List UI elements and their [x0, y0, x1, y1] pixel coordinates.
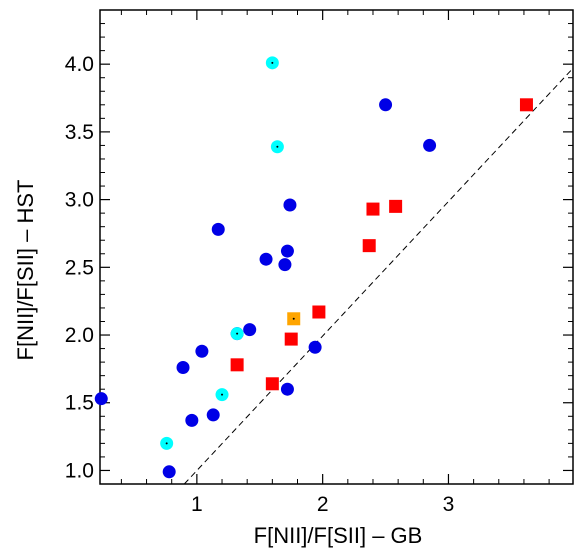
- cyan-point-center-dot: [236, 332, 239, 335]
- y-tick-label: 2.5: [65, 256, 94, 279]
- reference-line: [183, 67, 574, 485]
- y-tick-label: 3.0: [65, 189, 94, 212]
- red-square-point: [389, 199, 403, 213]
- red-square-point: [362, 239, 376, 253]
- y-tick-label: 2.0: [65, 324, 94, 347]
- y-tick-label: 3.5: [65, 121, 94, 144]
- blue-circle-point: [283, 198, 297, 212]
- y-axis-title: F[NII]/F[SII] – HST: [13, 180, 38, 361]
- blue-circle-point: [423, 138, 437, 152]
- blue-circle-point: [280, 382, 294, 396]
- red-square-point: [230, 358, 244, 372]
- x-tick-label: 3: [443, 493, 455, 516]
- x-tick-label: 1: [191, 493, 203, 516]
- cyan-point-center-dot: [276, 145, 279, 148]
- blue-circle-point: [278, 258, 292, 272]
- y-tick-label: 4.0: [65, 53, 94, 76]
- red-square-point: [519, 98, 533, 112]
- cyan-point-center-dot: [271, 61, 274, 64]
- orange-point-center-dot: [292, 317, 295, 320]
- red-square-point: [284, 332, 298, 346]
- blue-circle-point: [243, 323, 257, 337]
- blue-circle-point: [211, 222, 225, 236]
- y-tick-label: 1.5: [65, 392, 94, 415]
- blue-circle-point: [162, 465, 176, 479]
- cyan-point-center-dot: [221, 393, 224, 396]
- red-square-point: [312, 305, 326, 319]
- blue-circle-point: [195, 344, 209, 358]
- blue-circle-point: [259, 252, 273, 266]
- x-tick-label: 2: [317, 493, 329, 516]
- blue-circle-point: [308, 340, 322, 354]
- blue-circle-point: [280, 244, 294, 258]
- red-square-point: [265, 377, 279, 391]
- cyan-point-center-dot: [165, 442, 168, 445]
- x-axis-title: F[NII]/F[SII] – GB: [254, 523, 423, 548]
- blue-circle-point: [185, 413, 199, 427]
- blue-circle-point: [206, 408, 220, 422]
- red-square-point: [366, 202, 380, 216]
- blue-circle-point: [379, 98, 393, 112]
- blue-circle-point: [94, 392, 108, 406]
- plot-frame: [99, 9, 574, 485]
- blue-circle-point: [176, 361, 190, 375]
- y-tick-label: 1.0: [65, 459, 94, 482]
